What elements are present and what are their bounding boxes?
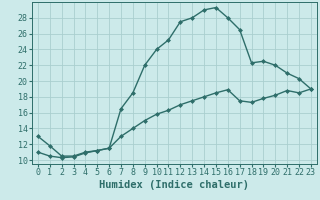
- X-axis label: Humidex (Indice chaleur): Humidex (Indice chaleur): [100, 180, 249, 190]
